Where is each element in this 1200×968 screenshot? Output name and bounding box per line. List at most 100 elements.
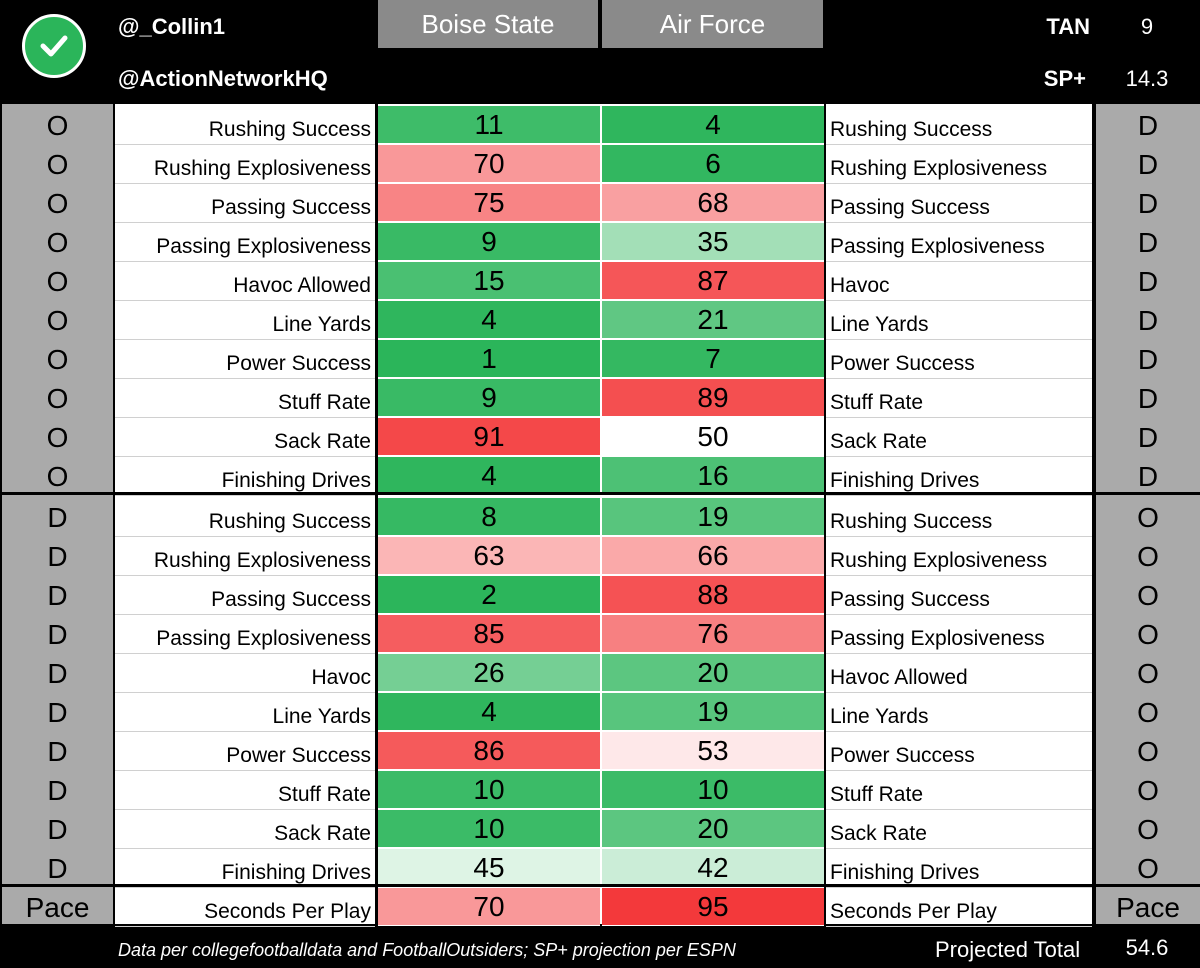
right-stat-label: Passing Explosiveness — [826, 223, 1092, 262]
left-stat-label: Power Success — [115, 340, 375, 379]
side-left-letter: D — [47, 813, 68, 845]
left-stat-label: Stuff Rate — [115, 379, 375, 418]
side-left-letter: O — [46, 226, 69, 258]
right-stat-value: 53 — [602, 732, 824, 770]
left-stat-value: 4 — [378, 301, 600, 339]
sp-value: 14.3 — [1125, 66, 1169, 91]
side-left-letter: O — [46, 304, 69, 336]
right-stat-value: 16 — [602, 457, 824, 495]
right-stat-label: Rushing Success — [826, 106, 1092, 145]
left-stat-label: Power Success — [115, 732, 375, 771]
side-left-letter: D — [47, 618, 68, 650]
side-right-letter: D — [1137, 265, 1159, 297]
right-stat-label: Passing Success — [826, 184, 1092, 223]
side-right-letter: D — [1137, 148, 1159, 180]
left-labels-column: Rushing Success Rushing Explosiveness Pass… — [115, 104, 375, 927]
right-stat-label: Passing Success — [826, 576, 1092, 615]
left-stat-label: Havoc — [115, 654, 375, 693]
values-grid: 11 4 70 6 75 68 9 35 15 87 4 21 1 7 9 89 91 50 4 16 8 19 63 66 2… — [378, 104, 824, 926]
projected-total-value: 54.6 — [1125, 935, 1169, 960]
publisher-handle: @ActionNetworkHQ — [118, 66, 328, 91]
right-stat-value: 95 — [602, 888, 824, 926]
right-stat-value: 88 — [602, 576, 824, 614]
left-stat-label: Finishing Drives — [115, 849, 375, 888]
tan-value: 9 — [1140, 14, 1154, 39]
right-stat-label: Havoc — [826, 262, 1092, 301]
right-stat-label: Rushing Success — [826, 498, 1092, 537]
side-left-letter: O — [46, 187, 69, 219]
team-left-name: Boise State — [378, 0, 598, 48]
left-side-column: O O O O O O O O O O D D D D D D D D D D Pace — [2, 104, 113, 924]
left-stat-value: 9 — [378, 223, 600, 261]
right-stat-value: 68 — [602, 184, 824, 222]
side-right-letter: O — [1137, 579, 1159, 611]
left-stat-value: 4 — [378, 457, 600, 495]
side-left-letter: D — [47, 852, 68, 884]
side-right-letter: O — [1137, 735, 1159, 767]
side-right-letter: D — [1137, 109, 1159, 141]
side-right-letter: O — [1137, 657, 1159, 689]
left-stat-value: 15 — [378, 262, 600, 300]
left-stat-value: 63 — [378, 537, 600, 575]
right-stat-value: 19 — [602, 498, 824, 536]
side-right-letter: D — [1137, 304, 1159, 336]
right-stat-value: 87 — [602, 262, 824, 300]
left-stat-label: Passing Success — [115, 576, 375, 615]
left-stat-value: 11 — [378, 106, 600, 144]
side-left-letter: O — [46, 382, 69, 414]
right-stat-label: Passing Explosiveness — [826, 615, 1092, 654]
right-stat-value: 6 — [602, 145, 824, 183]
side-left-letter: D — [47, 501, 68, 533]
left-stat-value: 10 — [378, 810, 600, 848]
projected-total-label: Projected Total — [935, 937, 1081, 962]
left-stat-label: Passing Explosiveness — [115, 223, 375, 262]
right-stat-label: Sack Rate — [826, 418, 1092, 457]
left-stat-label: Havoc Allowed — [115, 262, 375, 301]
side-left-letter: D — [47, 579, 68, 611]
side-right-letter: D — [1137, 343, 1159, 375]
tan-label: TAN — [1046, 14, 1090, 39]
right-stat-value: 20 — [602, 654, 824, 692]
right-stat-label: Seconds Per Play — [826, 888, 1092, 927]
author-handle: @_Collin1 — [118, 14, 226, 39]
pace-left-label: Pace — [25, 891, 90, 923]
right-stat-value: 66 — [602, 537, 824, 575]
side-left-letter: D — [47, 540, 68, 572]
right-stat-value: 42 — [602, 849, 824, 887]
side-left-letter: D — [47, 774, 68, 806]
side-right-letter: D — [1137, 382, 1159, 414]
left-stat-label: Finishing Drives — [115, 457, 375, 496]
side-left-letter: D — [47, 657, 68, 689]
side-left-letter: O — [46, 343, 69, 375]
right-stat-label: Rushing Explosiveness — [826, 537, 1092, 576]
right-stat-label: Power Success — [826, 732, 1092, 771]
left-stat-value: 4 — [378, 693, 600, 731]
source-note: Data per collegefootballdata and Footbal… — [118, 940, 736, 960]
left-stat-value: 26 — [378, 654, 600, 692]
left-stat-label: Rushing Explosiveness — [115, 537, 375, 576]
side-left-letter: O — [46, 421, 69, 453]
left-stat-label: Passing Explosiveness — [115, 615, 375, 654]
side-right-letter: O — [1137, 852, 1159, 884]
left-stat-label: Sack Rate — [115, 418, 375, 457]
right-stat-label: Rushing Explosiveness — [826, 145, 1092, 184]
right-stat-value: 21 — [602, 301, 824, 339]
side-left-letter: O — [46, 460, 69, 492]
checkmark-icon — [22, 14, 86, 78]
left-stat-label: Line Yards — [115, 301, 375, 340]
right-stat-value: 19 — [602, 693, 824, 731]
left-stat-value: 10 — [378, 771, 600, 809]
check-badge — [22, 14, 86, 78]
left-stat-label: Rushing Success — [115, 498, 375, 537]
side-right-letter: O — [1137, 774, 1159, 806]
right-stat-label: Finishing Drives — [826, 457, 1092, 496]
left-stat-value: 86 — [378, 732, 600, 770]
side-right-letter: D — [1137, 460, 1159, 492]
right-stat-label: Stuff Rate — [826, 771, 1092, 810]
side-right-letter: O — [1137, 501, 1159, 533]
left-stat-value: 8 — [378, 498, 600, 536]
right-stat-label: Havoc Allowed — [826, 654, 1092, 693]
right-stat-label: Line Yards — [826, 693, 1092, 732]
left-stat-value: 2 — [378, 576, 600, 614]
